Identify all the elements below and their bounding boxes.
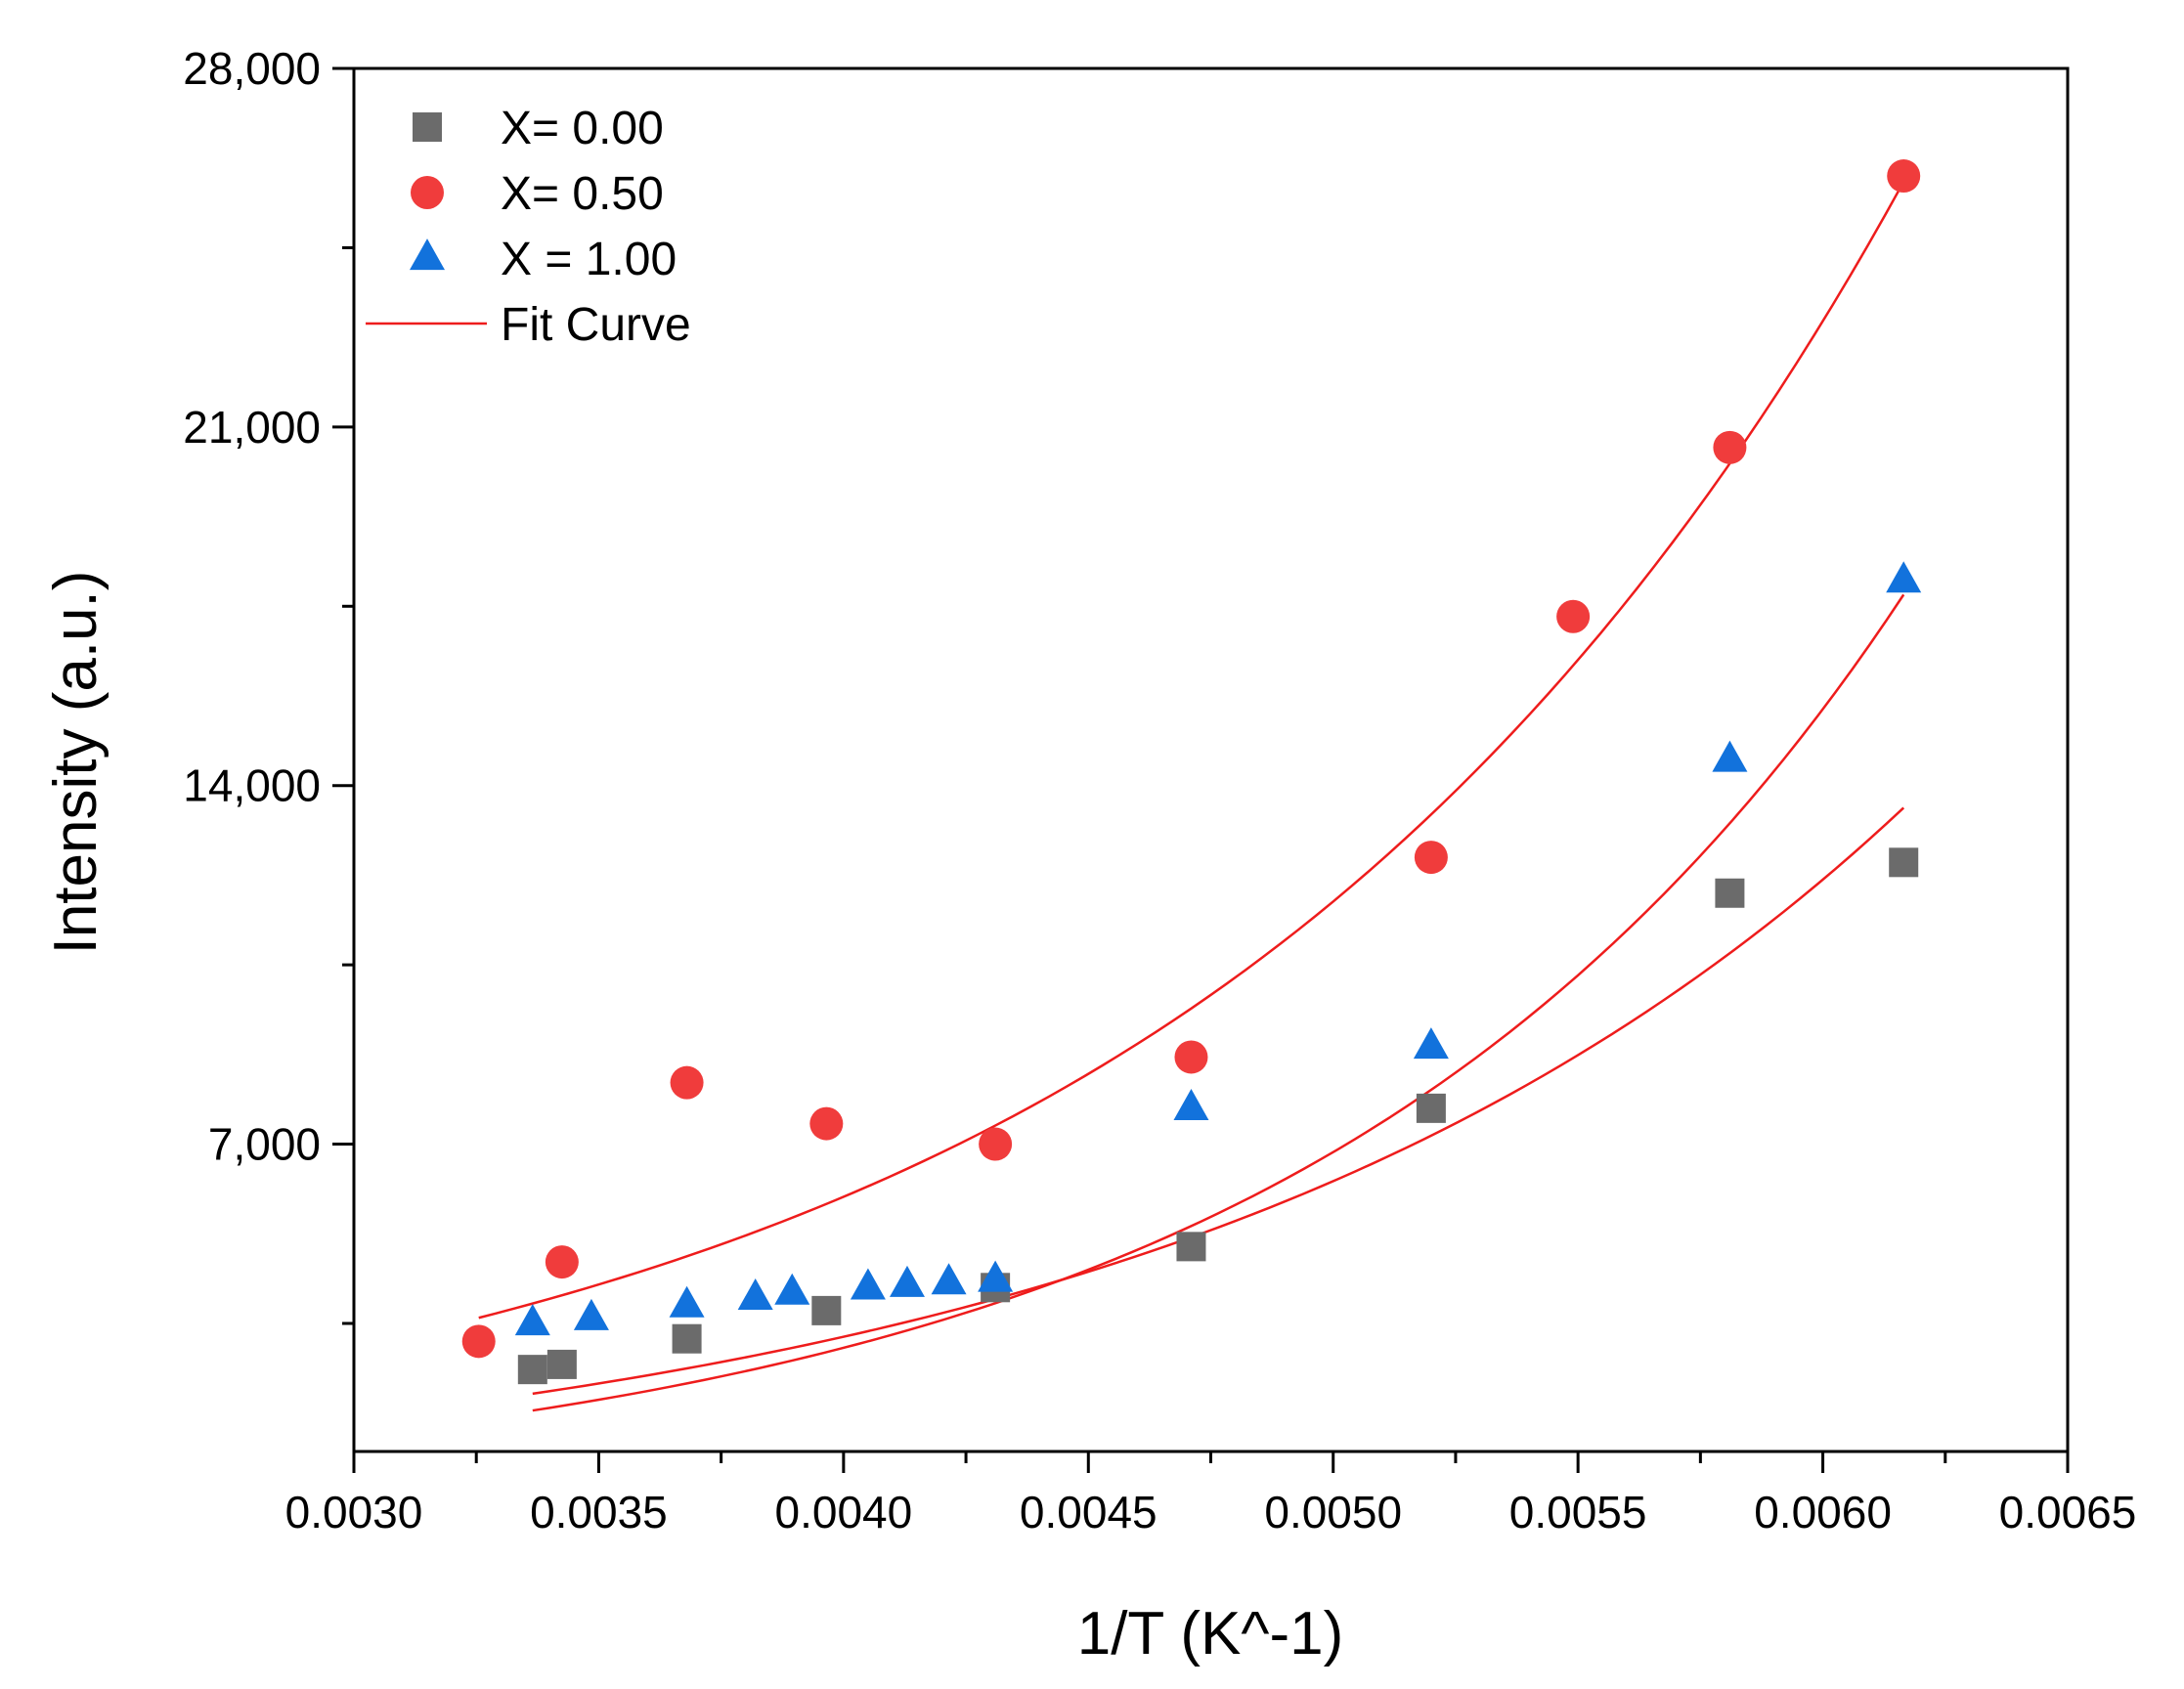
circle-data-point [809, 1106, 844, 1141]
x-tick-label: 0.0060 [1754, 1487, 1892, 1537]
legend-symbol-circle [411, 176, 444, 209]
square-data-point [811, 1295, 842, 1325]
legend: X= 0.00 X= 0.50 X = 1.00 Fit Curve [366, 103, 691, 351]
axes: 0.0030 0.0035 0.0040 0.0045 0.0050 0.0055 0.00… [183, 43, 2136, 1537]
circle-data-point [979, 1127, 1013, 1161]
data-markers [461, 159, 1922, 1385]
legend-label: X= 0.00 [501, 103, 664, 154]
y-tick-label: 14,000 [183, 760, 321, 811]
triangle-data-point [514, 1304, 550, 1336]
fit-curve [532, 593, 1905, 1412]
triangle-data-point [850, 1268, 886, 1300]
triangle-data-point [669, 1285, 705, 1318]
x-tick-label: 0.0035 [530, 1487, 668, 1537]
x-tick-label: 0.0045 [1020, 1487, 1158, 1537]
legend-symbol-triangle [410, 238, 445, 271]
triangle-data-point [889, 1265, 925, 1297]
circle-data-point [1174, 1040, 1208, 1074]
fit-curve [478, 181, 1905, 1320]
legend-symbol-square [413, 112, 442, 142]
square-data-point [1176, 1232, 1206, 1262]
y-tick-label: 7,000 [208, 1119, 321, 1170]
x-tick-label: 0.0030 [285, 1487, 423, 1537]
circle-data-point [670, 1065, 704, 1100]
circle-data-point [1713, 430, 1747, 464]
triangle-data-point [978, 1260, 1014, 1292]
triangle-data-point [1886, 561, 1922, 593]
square-data-point [1715, 878, 1745, 908]
circle-data-point [461, 1324, 496, 1359]
y-tick-label: 21,000 [183, 402, 321, 453]
triangle-data-point [573, 1298, 609, 1330]
square-data-point [672, 1323, 702, 1354]
triangle-data-point [1413, 1027, 1449, 1060]
triangle-data-point [931, 1263, 967, 1295]
triangle-data-point [774, 1273, 810, 1305]
circle-data-point [1887, 159, 1921, 194]
square-data-point [517, 1355, 547, 1385]
circle-data-point [545, 1245, 579, 1279]
legend-label: X = 1.00 [501, 234, 677, 285]
legend-label: Fit Curve [501, 299, 691, 351]
circle-data-point [1556, 599, 1591, 633]
triangle-data-point [737, 1278, 773, 1310]
y-tick-label: 28,000 [183, 43, 321, 94]
circle-data-point [1414, 841, 1448, 875]
fit-curves [478, 181, 1905, 1412]
square-data-point [1889, 847, 1919, 878]
x-axis-title: 1/T (K^-1) [1077, 1600, 1344, 1667]
square-data-point [1416, 1093, 1446, 1123]
fit-curve [532, 806, 1905, 1396]
y-axis-title: Intensity (a.u.) [42, 571, 109, 955]
triangle-data-point [1712, 740, 1748, 772]
square-data-point [546, 1349, 577, 1379]
x-tick-label: 0.0055 [1509, 1487, 1647, 1537]
legend-label: X= 0.50 [501, 168, 664, 220]
x-tick-label: 0.0040 [775, 1487, 913, 1537]
x-tick-label: 0.0065 [1999, 1487, 2137, 1537]
x-tick-label: 0.0050 [1264, 1487, 1402, 1537]
triangle-data-point [1173, 1089, 1209, 1121]
